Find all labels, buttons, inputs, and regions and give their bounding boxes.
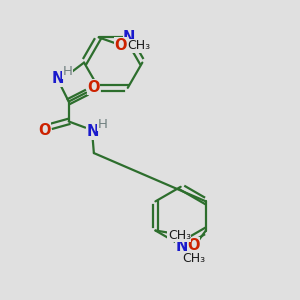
Text: CH₃: CH₃ [182, 252, 205, 265]
Text: N: N [123, 30, 136, 45]
Text: H: H [98, 118, 107, 131]
Text: N: N [51, 71, 64, 86]
Text: CH₃: CH₃ [168, 229, 191, 242]
Text: CH₃: CH₃ [127, 39, 150, 52]
Text: N: N [176, 238, 188, 253]
Text: O: O [87, 80, 100, 95]
Text: O: O [38, 123, 50, 138]
Text: H: H [63, 65, 73, 78]
Text: O: O [188, 238, 200, 253]
Text: O: O [115, 38, 127, 52]
Text: N: N [86, 124, 98, 139]
